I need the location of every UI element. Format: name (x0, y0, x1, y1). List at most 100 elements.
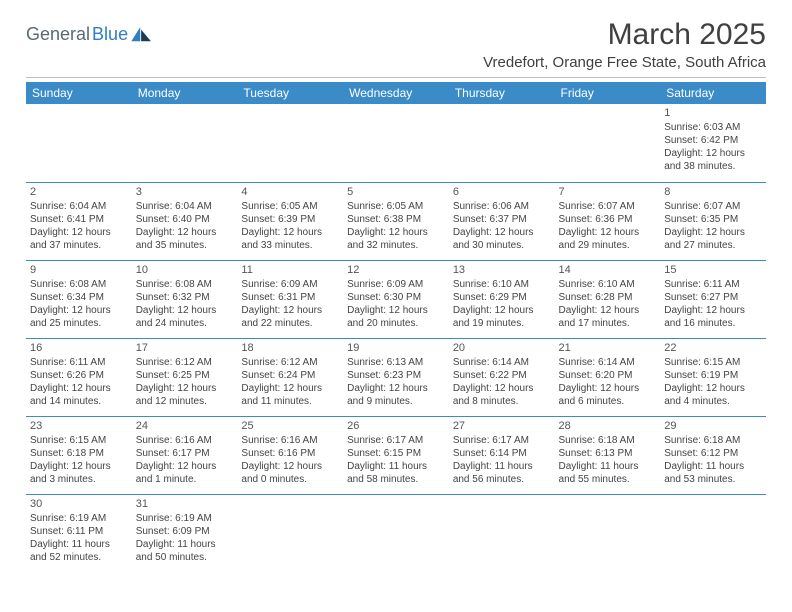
daylight-text: and 53 minutes. (664, 473, 762, 486)
day-number: 29 (664, 419, 762, 433)
calendar-day-cell: 1Sunrise: 6:03 AMSunset: 6:42 PMDaylight… (660, 104, 766, 182)
daylight-text: Daylight: 12 hours (559, 226, 657, 239)
weekday-header: Sunday (26, 82, 132, 104)
sunset-text: Sunset: 6:29 PM (453, 291, 551, 304)
daylight-text: and 8 minutes. (453, 395, 551, 408)
daylight-text: and 12 minutes. (136, 395, 234, 408)
daylight-text: and 1 minute. (136, 473, 234, 486)
sunset-text: Sunset: 6:23 PM (347, 369, 445, 382)
daylight-text: and 32 minutes. (347, 239, 445, 252)
sunset-text: Sunset: 6:28 PM (559, 291, 657, 304)
day-number: 14 (559, 263, 657, 277)
daylight-text: and 6 minutes. (559, 395, 657, 408)
daylight-text: and 19 minutes. (453, 317, 551, 330)
sunrise-text: Sunrise: 6:10 AM (453, 278, 551, 291)
logo-sail-icon (131, 27, 153, 43)
sunset-text: Sunset: 6:38 PM (347, 213, 445, 226)
sunset-text: Sunset: 6:16 PM (241, 447, 339, 460)
daylight-text: and 14 minutes. (30, 395, 128, 408)
sunrise-text: Sunrise: 6:09 AM (241, 278, 339, 291)
day-number: 8 (664, 185, 762, 199)
sunset-text: Sunset: 6:31 PM (241, 291, 339, 304)
calendar-day-cell: 31Sunrise: 6:19 AMSunset: 6:09 PMDayligh… (132, 494, 238, 572)
daylight-text: and 11 minutes. (241, 395, 339, 408)
daylight-text: Daylight: 11 hours (559, 460, 657, 473)
weekday-header: Thursday (449, 82, 555, 104)
daylight-text: Daylight: 12 hours (453, 304, 551, 317)
sunset-text: Sunset: 6:22 PM (453, 369, 551, 382)
day-number: 28 (559, 419, 657, 433)
sunset-text: Sunset: 6:25 PM (136, 369, 234, 382)
daylight-text: Daylight: 12 hours (136, 382, 234, 395)
calendar-day-cell: 17Sunrise: 6:12 AMSunset: 6:25 PMDayligh… (132, 338, 238, 416)
sunset-text: Sunset: 6:18 PM (30, 447, 128, 460)
calendar-day-cell: 4Sunrise: 6:05 AMSunset: 6:39 PMDaylight… (237, 182, 343, 260)
calendar-day-cell: 14Sunrise: 6:10 AMSunset: 6:28 PMDayligh… (555, 260, 661, 338)
sunrise-text: Sunrise: 6:08 AM (30, 278, 128, 291)
sunset-text: Sunset: 6:20 PM (559, 369, 657, 382)
sunrise-text: Sunrise: 6:13 AM (347, 356, 445, 369)
day-number: 2 (30, 185, 128, 199)
title-block: March 2025 Vredefort, Orange Free State,… (483, 18, 766, 71)
calendar-week-row: 2Sunrise: 6:04 AMSunset: 6:41 PMDaylight… (26, 182, 766, 260)
calendar-day-cell (237, 104, 343, 182)
daylight-text: and 16 minutes. (664, 317, 762, 330)
sunrise-text: Sunrise: 6:12 AM (241, 356, 339, 369)
calendar-day-cell: 12Sunrise: 6:09 AMSunset: 6:30 PMDayligh… (343, 260, 449, 338)
logo-text-blue: Blue (92, 24, 128, 45)
day-number: 26 (347, 419, 445, 433)
sunset-text: Sunset: 6:19 PM (664, 369, 762, 382)
calendar-day-cell: 6Sunrise: 6:06 AMSunset: 6:37 PMDaylight… (449, 182, 555, 260)
calendar-day-cell (343, 104, 449, 182)
daylight-text: Daylight: 12 hours (241, 304, 339, 317)
daylight-text: and 35 minutes. (136, 239, 234, 252)
sunrise-text: Sunrise: 6:19 AM (30, 512, 128, 525)
day-number: 11 (241, 263, 339, 277)
sunrise-text: Sunrise: 6:16 AM (241, 434, 339, 447)
calendar-day-cell: 26Sunrise: 6:17 AMSunset: 6:15 PMDayligh… (343, 416, 449, 494)
calendar-week-row: 30Sunrise: 6:19 AMSunset: 6:11 PMDayligh… (26, 494, 766, 572)
weekday-header: Friday (555, 82, 661, 104)
page-header: General Blue March 2025 Vredefort, Orang… (26, 18, 766, 71)
daylight-text: and 9 minutes. (347, 395, 445, 408)
sunrise-text: Sunrise: 6:11 AM (664, 278, 762, 291)
day-number: 23 (30, 419, 128, 433)
day-number: 5 (347, 185, 445, 199)
calendar-day-cell: 9Sunrise: 6:08 AMSunset: 6:34 PMDaylight… (26, 260, 132, 338)
daylight-text: and 17 minutes. (559, 317, 657, 330)
calendar-day-cell: 16Sunrise: 6:11 AMSunset: 6:26 PMDayligh… (26, 338, 132, 416)
daylight-text: and 30 minutes. (453, 239, 551, 252)
day-number: 12 (347, 263, 445, 277)
sunset-text: Sunset: 6:41 PM (30, 213, 128, 226)
weekday-header: Wednesday (343, 82, 449, 104)
daylight-text: and 29 minutes. (559, 239, 657, 252)
sunset-text: Sunset: 6:26 PM (30, 369, 128, 382)
calendar-day-cell (449, 494, 555, 572)
calendar-day-cell (555, 104, 661, 182)
daylight-text: Daylight: 11 hours (664, 460, 762, 473)
daylight-text: and 0 minutes. (241, 473, 339, 486)
day-number: 18 (241, 341, 339, 355)
calendar-day-cell: 29Sunrise: 6:18 AMSunset: 6:12 PMDayligh… (660, 416, 766, 494)
calendar-week-row: 23Sunrise: 6:15 AMSunset: 6:18 PMDayligh… (26, 416, 766, 494)
daylight-text: Daylight: 12 hours (136, 304, 234, 317)
daylight-text: Daylight: 12 hours (30, 382, 128, 395)
daylight-text: and 24 minutes. (136, 317, 234, 330)
daylight-text: Daylight: 12 hours (453, 382, 551, 395)
sunset-text: Sunset: 6:36 PM (559, 213, 657, 226)
location-subtitle: Vredefort, Orange Free State, South Afri… (483, 54, 766, 71)
day-number: 25 (241, 419, 339, 433)
sunset-text: Sunset: 6:13 PM (559, 447, 657, 460)
sunset-text: Sunset: 6:40 PM (136, 213, 234, 226)
daylight-text: Daylight: 12 hours (453, 226, 551, 239)
daylight-text: Daylight: 12 hours (664, 147, 762, 160)
weekday-header-row: Sunday Monday Tuesday Wednesday Thursday… (26, 82, 766, 104)
sunset-text: Sunset: 6:39 PM (241, 213, 339, 226)
sunrise-text: Sunrise: 6:03 AM (664, 121, 762, 134)
daylight-text: and 55 minutes. (559, 473, 657, 486)
sunset-text: Sunset: 6:27 PM (664, 291, 762, 304)
daylight-text: Daylight: 12 hours (30, 304, 128, 317)
sunrise-text: Sunrise: 6:08 AM (136, 278, 234, 291)
daylight-text: and 27 minutes. (664, 239, 762, 252)
day-number: 20 (453, 341, 551, 355)
